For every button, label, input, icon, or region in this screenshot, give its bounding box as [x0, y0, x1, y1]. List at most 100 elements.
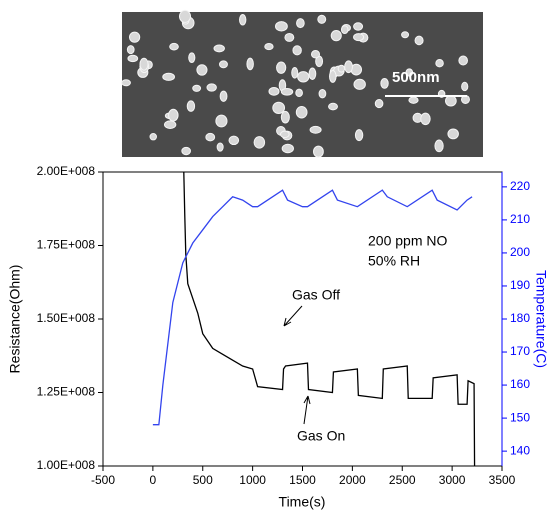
y2-tick-label: 220 [510, 179, 530, 193]
x-tick-label: 2000 [339, 473, 366, 487]
particle [253, 136, 266, 149]
particle [192, 84, 202, 92]
particle [128, 31, 141, 43]
particle [447, 128, 459, 140]
particle [353, 22, 364, 31]
x-tick-label: 500 [193, 473, 213, 487]
particle [340, 25, 349, 35]
particle [310, 50, 321, 59]
particle [458, 55, 468, 66]
particle [206, 83, 217, 92]
particle [246, 57, 254, 71]
particle [295, 88, 303, 98]
annotation: 50% RH [368, 253, 420, 269]
y-tick-label: 1.75E+008 [37, 238, 96, 252]
particle [353, 33, 365, 42]
x-axis-label: Time(s) [279, 494, 326, 510]
particle [444, 95, 457, 107]
particle [186, 100, 196, 112]
sem-image [121, 9, 483, 158]
particle [435, 58, 444, 68]
particle [420, 112, 431, 126]
particle [317, 14, 327, 24]
particle [264, 42, 274, 51]
particle [219, 90, 228, 102]
annotation: Gas On [297, 428, 345, 444]
y2-tick-label: 210 [510, 212, 530, 226]
y2-tick-label: 170 [510, 344, 530, 358]
y2-tick-label: 160 [510, 377, 530, 391]
particle [337, 64, 346, 73]
particle [139, 57, 149, 71]
particle [309, 125, 322, 134]
particle [296, 18, 305, 29]
y2-tick-label: 200 [510, 245, 530, 259]
particle [408, 96, 419, 104]
y-tick-label: 1.25E+008 [37, 385, 96, 399]
particle [213, 44, 225, 53]
particle [344, 60, 353, 74]
series-line [183, 172, 476, 466]
y-tick-label: 2.00E+008 [37, 164, 96, 178]
x-tick-label: 3000 [439, 473, 466, 487]
particle [162, 72, 175, 81]
particle [328, 102, 338, 111]
plot-frame [102, 171, 503, 467]
x-tick-label: 1000 [239, 473, 266, 487]
x-tick-label: 1500 [289, 473, 316, 487]
particle [330, 30, 342, 42]
y-axis-label: Resistance(Ohm) [7, 265, 23, 374]
particle [401, 31, 410, 39]
particle [354, 129, 364, 142]
arrow [303, 395, 311, 425]
particle [380, 78, 389, 89]
particle [295, 106, 308, 119]
y2-tick-label: 180 [510, 311, 530, 325]
particle [219, 60, 228, 69]
particle [374, 98, 384, 109]
scale-label: 500nm [392, 69, 440, 86]
particle [414, 35, 424, 46]
series-line [152, 189, 473, 426]
x-tick-label: 2500 [389, 473, 416, 487]
particle [215, 114, 228, 128]
particle [313, 145, 324, 158]
particle [216, 142, 224, 152]
particle [163, 120, 177, 129]
y2-tick-label: 190 [510, 278, 530, 292]
particle [280, 110, 290, 124]
particle [353, 78, 366, 90]
particle [318, 89, 327, 99]
particle [276, 61, 287, 74]
particle [268, 87, 280, 96]
particle [405, 68, 414, 77]
annotation: Gas Off [292, 287, 340, 303]
particle [168, 108, 179, 122]
particle [178, 9, 192, 23]
particle [308, 67, 317, 80]
particle [205, 132, 216, 142]
particle [121, 79, 131, 87]
particle [127, 54, 139, 63]
y2-axis-label: Temperature(C) [533, 270, 549, 368]
annotation: 200 ppm NO [368, 233, 447, 249]
y2-tick-label: 150 [510, 410, 530, 424]
y-tick-label: 1.00E+008 [37, 458, 96, 472]
y-tick-label: 1.50E+008 [37, 311, 96, 325]
particle [274, 21, 288, 32]
particle [284, 33, 295, 42]
x-tick-label: 0 [150, 473, 157, 487]
particle [329, 69, 337, 83]
x-tick-label: -500 [91, 473, 115, 487]
particle [181, 146, 191, 156]
particle [196, 64, 208, 76]
particle [126, 45, 135, 55]
particle [149, 133, 157, 141]
particle [188, 52, 196, 63]
particle [292, 45, 302, 56]
particle [239, 14, 247, 26]
particle [281, 143, 294, 154]
particle [169, 42, 179, 51]
particle [228, 135, 240, 146]
